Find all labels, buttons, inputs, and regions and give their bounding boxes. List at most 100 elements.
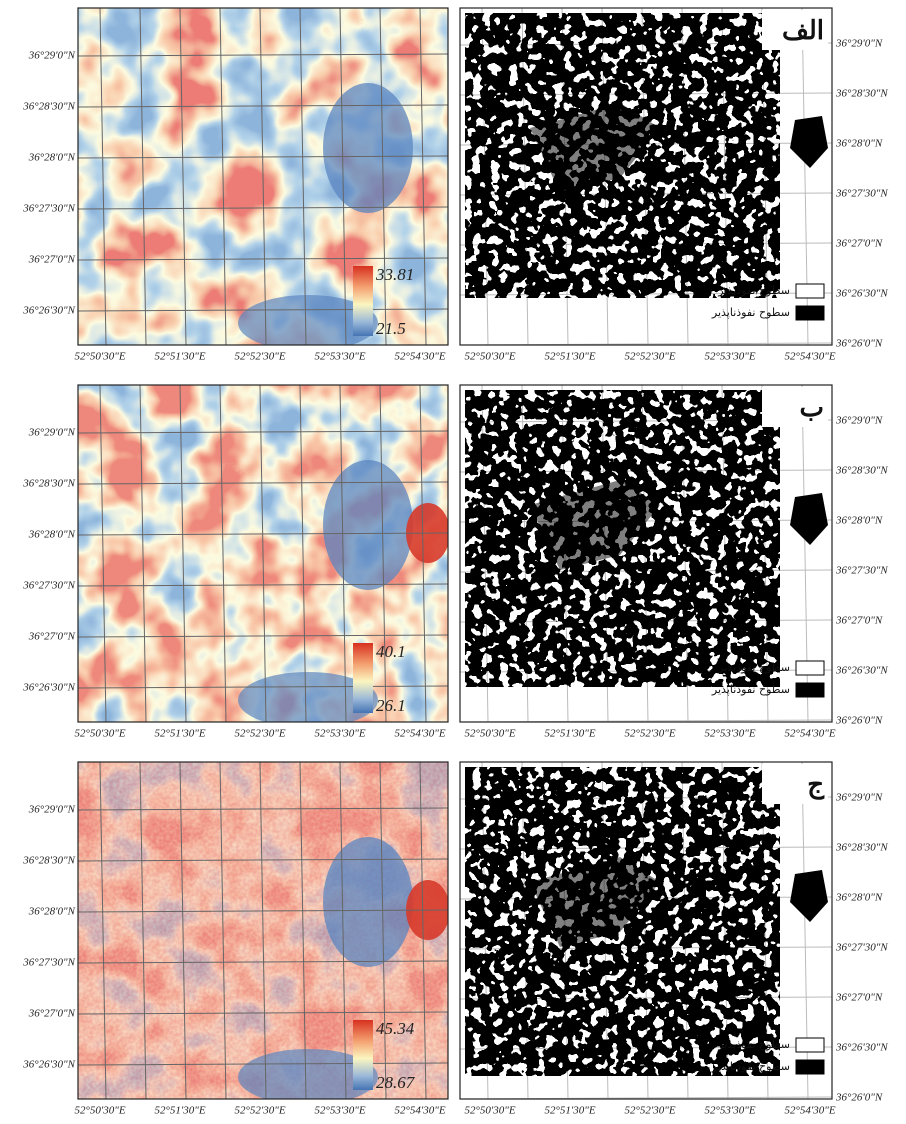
- graticule: [299, 8, 307, 345]
- graticule: [78, 308, 448, 312]
- y-axis-label: 36°27'30"N: [22, 203, 75, 215]
- x-axis-label: 52°52'30"E: [234, 1105, 285, 1117]
- x-axis-label: 52°52'30"E: [234, 728, 285, 740]
- colorbar: [353, 643, 373, 713]
- map-row: 40.1 26.1 ب سطوح نفوذپذیر سطوح نفوذناپذیر 52°…: [22, 384, 888, 740]
- graticule: [78, 481, 448, 485]
- graticule: [78, 104, 448, 108]
- graticule: [99, 8, 107, 345]
- graticule: [219, 8, 227, 345]
- y-axis-label: 36°26'0"N: [835, 715, 883, 727]
- y-axis-label: 36°28'30"N: [22, 478, 75, 490]
- x-axis-label: 52°52'30"E: [624, 728, 675, 740]
- graticule: [99, 385, 107, 722]
- x-axis-label: 52°51'30"E: [154, 728, 205, 740]
- y-axis-label: 36°26'30"N: [22, 1059, 75, 1071]
- graticule: [78, 858, 448, 862]
- graticule: [78, 430, 448, 434]
- graticule: [259, 8, 267, 345]
- legend-swatch: [795, 660, 825, 676]
- map-frame: [77, 384, 449, 723]
- graticule: [339, 8, 347, 345]
- surface-map: [460, 8, 832, 345]
- surface-map: [460, 762, 832, 1099]
- y-axis-label: 36°26'30"N: [835, 665, 888, 677]
- letter-bg: [762, 764, 828, 804]
- x-axis-label: 52°52'30"E: [234, 351, 285, 363]
- y-axis-label: 36°26'0"N: [835, 1092, 883, 1104]
- x-axis-label: 52°53'30"E: [704, 728, 755, 740]
- colorbar: [353, 1020, 373, 1090]
- cool-zone: [238, 672, 378, 722]
- x-axis-label: 52°51'30"E: [154, 351, 205, 363]
- x-axis-label: 52°54'30"E: [394, 728, 445, 740]
- legend-item: سطوح نفوذپذیر: [717, 1038, 790, 1051]
- y-axis-label: 36°29'0"N: [28, 804, 76, 816]
- y-axis-label: 36°26'30"N: [835, 288, 888, 300]
- legend-item: سطوح نفوذناپذیر: [711, 306, 790, 319]
- y-axis-label: 36°27'30"N: [835, 188, 888, 200]
- x-axis-label: 52°54'30"E: [394, 1105, 445, 1117]
- map-row: 33.81 21.5 الف سطوح نفوذپذیر سطوح نفوذناپذیر…: [22, 7, 888, 363]
- graticule: [219, 762, 227, 1099]
- graticule: [419, 385, 427, 722]
- impervious-patch: [790, 116, 828, 168]
- y-axis-label: 36°28'30"N: [22, 101, 75, 113]
- graticule: [259, 385, 267, 722]
- legend-item: سطوح نفوذناپذیر: [711, 683, 790, 696]
- graticule: [379, 385, 387, 722]
- graticule: [259, 762, 267, 1099]
- graticule: [99, 762, 107, 1099]
- temperature-map: [78, 385, 448, 722]
- x-axis-label: 52°51'30"E: [154, 1105, 205, 1117]
- graticule: [78, 155, 448, 159]
- map-row: 45.34 28.67 ج سطوح نفوذپذیر سطوح نفوذناپذیر 5…: [22, 761, 888, 1117]
- graticule: [78, 1011, 448, 1015]
- impervious-patch: [790, 870, 828, 922]
- colorbar: [353, 266, 373, 336]
- legend-item: سطوح نفوذپذیر: [717, 284, 790, 297]
- graticule: [339, 385, 347, 722]
- impervious-patch: [790, 493, 828, 545]
- y-axis-label: 36°28'0"N: [835, 892, 883, 904]
- impervious-core: [530, 103, 660, 193]
- legend-max: 33.81: [375, 265, 414, 284]
- graticule: [78, 685, 448, 689]
- y-axis-label: 36°27'30"N: [835, 565, 888, 577]
- graticule: [78, 257, 448, 261]
- y-axis-label: 36°27'30"N: [22, 957, 75, 969]
- surface-map: [460, 385, 832, 722]
- x-axis-label: 52°53'30"E: [314, 728, 365, 740]
- x-axis-label: 52°50'30"E: [74, 728, 125, 740]
- y-axis-label: 36°27'30"N: [22, 580, 75, 592]
- legend-swatch: [795, 1059, 825, 1075]
- x-axis-label: 52°51'30"E: [544, 351, 595, 363]
- graticule: [78, 634, 448, 638]
- y-axis-label: 36°28'30"N: [835, 88, 888, 100]
- legend-max: 40.1: [376, 642, 406, 661]
- y-axis-label: 36°27'0"N: [28, 254, 76, 266]
- graticule: [179, 762, 187, 1099]
- impervious-core: [530, 480, 660, 570]
- impervious-core: [530, 857, 660, 947]
- y-axis-label: 36°26'30"N: [835, 1042, 888, 1054]
- cool-zone: [238, 295, 378, 345]
- map-frame: [77, 761, 449, 1100]
- map-frame: [77, 7, 449, 346]
- legend-swatch: [795, 1037, 825, 1053]
- cool-zone: [238, 1049, 378, 1099]
- graticule: [179, 8, 187, 345]
- y-axis-label: 36°28'0"N: [28, 529, 76, 541]
- temperature-map: [78, 8, 448, 345]
- graticule: [139, 385, 147, 722]
- y-axis-label: 36°26'30"N: [22, 682, 75, 694]
- x-axis-label: 52°53'30"E: [704, 351, 755, 363]
- y-axis-label: 36°27'0"N: [28, 1008, 76, 1020]
- y-axis-label: 36°28'30"N: [22, 855, 75, 867]
- x-axis-label: 52°52'30"E: [624, 351, 675, 363]
- y-axis-label: 36°28'30"N: [835, 465, 888, 477]
- map-frame: [459, 7, 833, 346]
- y-axis-label: 36°27'30"N: [835, 942, 888, 954]
- x-axis-label: 52°52'30"E: [624, 1105, 675, 1117]
